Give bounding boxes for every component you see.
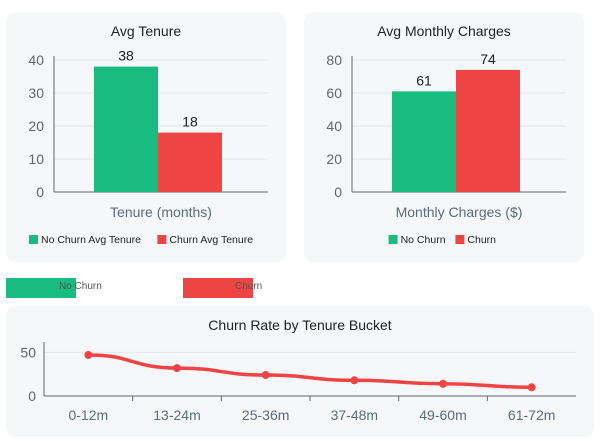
x-axis-title: Tenure (months) xyxy=(110,204,212,220)
x-tick-label: 25-36m xyxy=(242,407,289,423)
y-tick-label: 0 xyxy=(28,388,36,404)
churn-rate-point xyxy=(173,364,181,373)
y-tick-label: 60 xyxy=(326,85,342,101)
y-tick-label: 40 xyxy=(326,118,342,134)
outer-legend: No Churn Churn xyxy=(0,278,600,298)
bar-data-label: 74 xyxy=(480,51,496,67)
avg-monthly-charges-chart-card: Avg Monthly Charges 0 20 40 60 80 61 74 Monthly … xyxy=(304,12,584,262)
x-tick-label: 49-60m xyxy=(419,407,466,423)
churn-rate-point xyxy=(84,350,93,359)
churn-rate-point xyxy=(439,379,447,388)
chart-title: Churn Rate by Tenure Bucket xyxy=(208,317,392,333)
x-tick-label: 0-12m xyxy=(68,407,108,423)
legend-label: Churn Avg Tenure xyxy=(169,234,253,246)
outer-legend-churn-swatch xyxy=(183,278,253,298)
churn-rate-chart-card: Churn Rate by Tenure Bucket 0 50 0-12m 13-24… xyxy=(6,306,594,437)
legend-swatch xyxy=(388,235,398,244)
avg-monthly-charges-chart: Avg Monthly Charges 0 20 40 60 80 61 74 Monthly … xyxy=(326,23,566,246)
legend-swatch xyxy=(157,235,167,244)
y-tick-label: 40 xyxy=(28,52,44,68)
outer-legend-churn-label: Churn xyxy=(235,281,263,292)
churn-rate-chart: Churn Rate by Tenure Bucket 0 50 0-12m 13-24… xyxy=(20,317,576,423)
legend-label: Churn xyxy=(467,234,496,246)
chart-title: Avg Tenure xyxy=(111,23,182,39)
churn-rate-point xyxy=(261,371,270,380)
x-tick-label: 61-72m xyxy=(508,407,555,423)
legend-swatch xyxy=(455,235,465,244)
x-tick-label: 13-24m xyxy=(153,407,200,423)
x-tick-label: 37-48m xyxy=(331,407,378,423)
y-tick-label: 80 xyxy=(326,52,342,68)
outer-legend-no-churn-label: No Churn xyxy=(59,281,102,292)
bar-data-label: 18 xyxy=(182,114,198,130)
legend-label: No Churn Avg Tenure xyxy=(41,234,141,246)
x-axis-title: Monthly Charges ($) xyxy=(396,204,523,220)
bar-data-label: 61 xyxy=(416,72,432,88)
y-tick-label: 20 xyxy=(28,118,44,134)
avg-tenure-chart: Avg Tenure 0 10 20 30 40 38 18 Tenure (months) No… xyxy=(28,23,268,246)
chart-title: Avg Monthly Charges xyxy=(377,23,511,39)
bar-no-churn xyxy=(94,66,158,192)
churn-rate-point xyxy=(350,376,359,385)
y-tick-label: 10 xyxy=(28,151,44,167)
bar-churn xyxy=(456,69,520,192)
churn-rate-point xyxy=(527,383,536,392)
outer-legend-no-churn-swatch xyxy=(6,278,76,298)
bar-data-label: 38 xyxy=(118,48,134,64)
y-tick-label: 50 xyxy=(20,344,36,360)
legend-swatch xyxy=(29,235,38,244)
y-tick-label: 20 xyxy=(326,151,342,167)
y-tick-label: 30 xyxy=(28,85,44,101)
legend-label: No Churn xyxy=(401,234,446,246)
bar-no-churn xyxy=(392,91,456,192)
y-tick-label: 0 xyxy=(334,184,342,200)
churn-rate-line xyxy=(86,353,534,390)
bar-churn xyxy=(158,132,222,192)
avg-tenure-chart-card: Avg Tenure 0 10 20 30 40 38 18 Tenure (months) No… xyxy=(6,12,286,262)
y-tick-label: 0 xyxy=(36,184,44,200)
